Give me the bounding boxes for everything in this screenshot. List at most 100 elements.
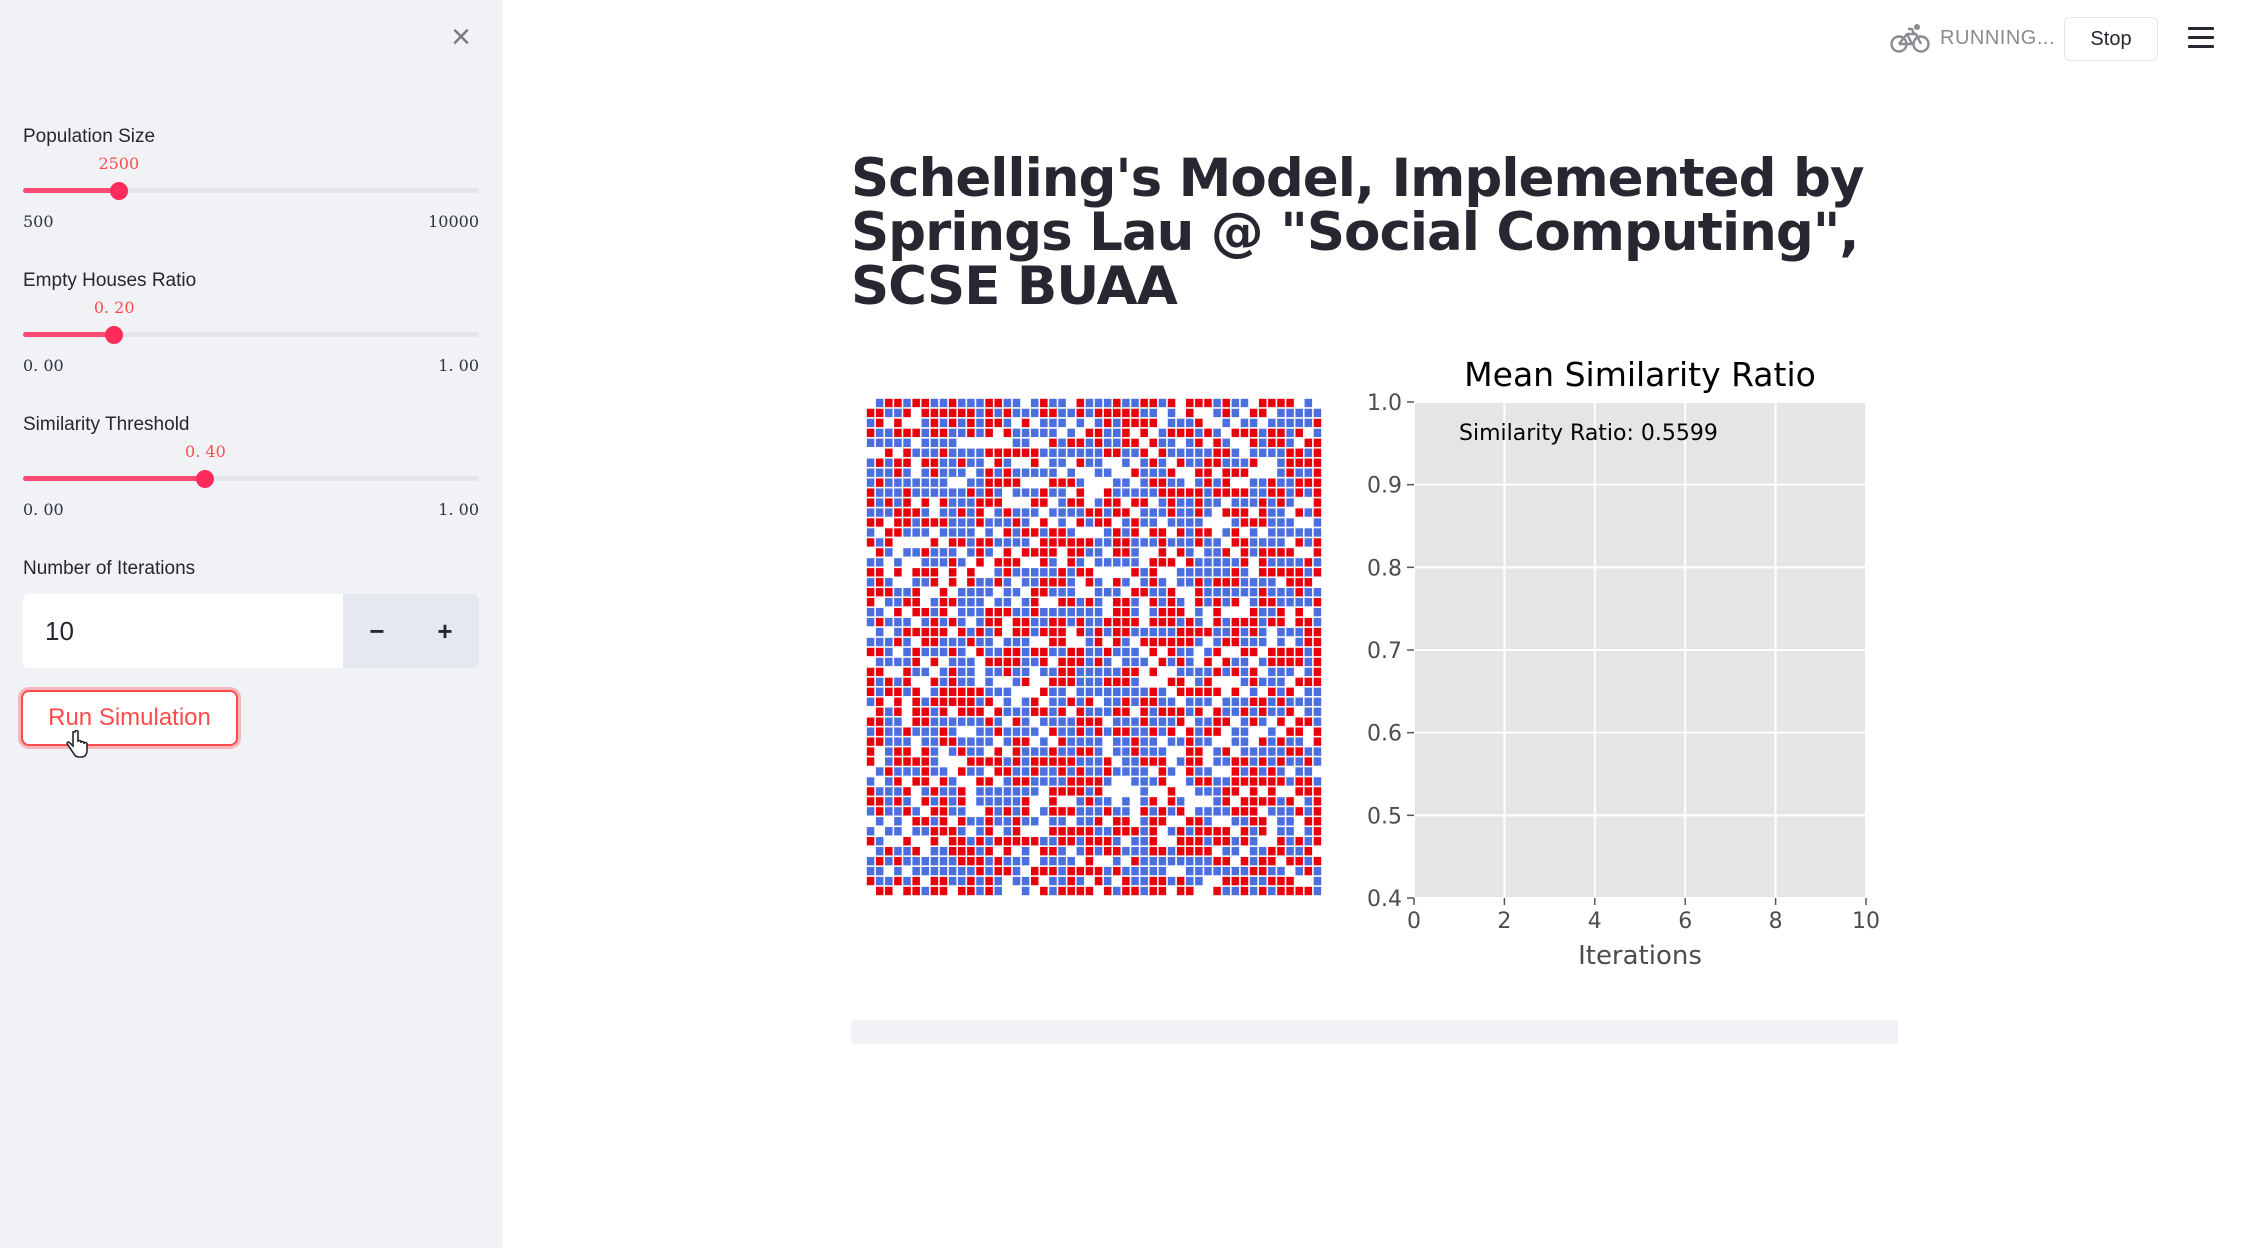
grid-cell: [875, 408, 884, 418]
grid-cell: [1268, 607, 1276, 617]
grid-cell: [1158, 657, 1167, 667]
grid-cell: [1222, 827, 1230, 836]
grid-cell: [939, 558, 948, 567]
grid-cell: [1240, 866, 1249, 876]
population-size-thumb[interactable]: [110, 181, 128, 200]
similarity-threshold-track[interactable]: [23, 469, 479, 488]
grid-cell: [1186, 408, 1194, 418]
grid-cell: [1213, 777, 1221, 786]
grid-cell: [1167, 876, 1176, 886]
grid-cell: [1003, 767, 1012, 776]
grid-cell: [1122, 428, 1130, 438]
grid-cell: [1286, 528, 1294, 537]
grid-cell: [866, 508, 875, 517]
grid-cell: [1286, 627, 1294, 637]
grid-cell: [967, 697, 975, 706]
grid-cell: [976, 727, 984, 736]
grid-cell: [1021, 647, 1030, 657]
grid-cell: [1268, 737, 1276, 746]
grid-cell: [912, 687, 920, 696]
grid-cell: [875, 727, 884, 736]
grid-cell: [1286, 797, 1294, 806]
grid-cell: [967, 876, 975, 886]
grid-cell: [1131, 717, 1139, 726]
grid-cell: [1049, 488, 1057, 497]
grid-cell: [885, 508, 893, 517]
grid-cell: [1140, 876, 1148, 886]
iterations-field[interactable]: [23, 594, 343, 668]
grid-cell: [1122, 558, 1130, 567]
grid-cell: [1103, 687, 1112, 696]
grid-cell: [1085, 727, 1094, 736]
grid-cell: [1277, 548, 1285, 557]
grid-cell: [1058, 667, 1066, 677]
grid-cell: [1249, 438, 1258, 447]
grid-cell: [1213, 717, 1221, 726]
grid-cell: [921, 478, 930, 487]
grid-cell: [958, 518, 966, 527]
empty-houses-ratio-thumb[interactable]: [105, 325, 124, 344]
grid-cell: [1021, 528, 1030, 537]
grid-cell: [948, 468, 957, 477]
grid-cell: [985, 398, 993, 408]
population-size-track[interactable]: [23, 181, 479, 200]
grid-cell: [1295, 647, 1303, 657]
grid-cell: [948, 866, 957, 876]
grid-cell: [903, 617, 911, 627]
grid-cell: [976, 886, 984, 896]
grid-cell: [875, 428, 884, 438]
grid-cell: [1140, 637, 1148, 647]
close-icon[interactable]: ×: [451, 18, 471, 56]
grid-cell: [921, 797, 930, 806]
grid-cell: [948, 847, 957, 856]
grid-cell: [1258, 767, 1267, 776]
grid-cell: [1186, 498, 1194, 507]
grid-cell: [1049, 807, 1057, 816]
grid-cell: [1277, 398, 1285, 408]
decrement-button[interactable]: −: [343, 594, 411, 668]
grid-cell: [1195, 458, 1203, 467]
grid-cell: [1122, 747, 1130, 756]
grid-cell: [930, 418, 939, 428]
grid-cell: [1231, 508, 1240, 517]
grid-cell: [1195, 598, 1203, 607]
grid-cell: [985, 697, 993, 706]
grid-cell: [1231, 866, 1240, 876]
grid-cell: [1122, 727, 1130, 736]
grid-cell: [967, 677, 975, 687]
grid-cell: [994, 458, 1002, 467]
grid-cell: [875, 578, 884, 587]
run-simulation-button[interactable]: Run Simulation: [21, 690, 238, 746]
stop-button[interactable]: Stop: [2064, 17, 2158, 61]
grid-cell: [912, 717, 920, 726]
grid-cell: [1258, 438, 1267, 447]
grid-cell: [994, 607, 1002, 617]
grid-cell: [1186, 488, 1194, 497]
grid-cell: [948, 438, 957, 447]
grid-cell: [921, 468, 930, 477]
grid-cell: [1268, 617, 1276, 627]
grid-cell: [985, 827, 993, 836]
grid-cell: [1195, 787, 1203, 796]
grid-cell: [958, 677, 966, 687]
grid-cell: [1003, 856, 1012, 866]
similarity-threshold-thumb[interactable]: [196, 469, 215, 488]
grid-cell: [1186, 528, 1194, 537]
grid-cell: [1058, 767, 1066, 776]
grid-cell: [1268, 807, 1276, 816]
grid-cell: [894, 607, 902, 617]
grid-cell: [1085, 886, 1094, 896]
grid-cell: [1222, 558, 1230, 567]
hamburger-menu-icon[interactable]: [2188, 27, 2214, 54]
grid-cell: [1195, 528, 1203, 537]
grid-cell: [1149, 876, 1158, 886]
grid-cell: [1313, 448, 1322, 457]
grid-cell: [1304, 707, 1313, 716]
grid-cell: [885, 498, 893, 507]
grid-cell: [1113, 408, 1121, 418]
increment-button[interactable]: +: [411, 594, 479, 668]
grid-cell: [885, 807, 893, 816]
grid-cell: [1167, 488, 1176, 497]
empty-houses-ratio-track[interactable]: [23, 325, 479, 344]
grid-cell: [1186, 637, 1194, 647]
